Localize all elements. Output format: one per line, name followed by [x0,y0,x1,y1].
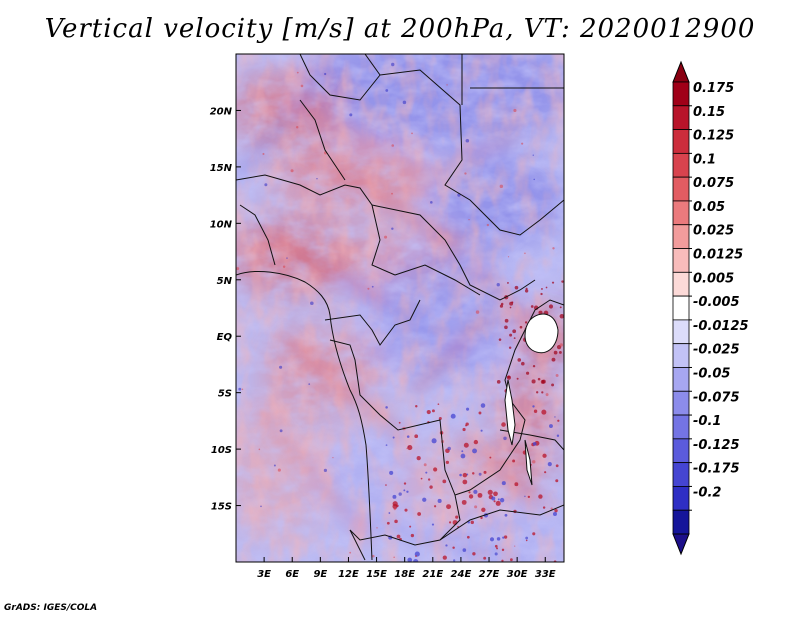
colorbar-extend-bottom [672,533,690,556]
x-tick-label: 18E [394,569,415,580]
colorbar-swatch [672,176,690,202]
x-tick-label: 21E [422,569,443,580]
colorbar-swatch [672,105,690,130]
colorbar-swatch [672,295,690,321]
colorbar-label: 0.025 [693,224,734,239]
colorbar-swatch [672,462,690,487]
colorbar-label: -0.005 [693,295,740,310]
x-tick-label: 3E [257,569,271,580]
colorbar-label: 0.15 [693,105,725,120]
colorbar-swatch [672,129,690,154]
colorbar-swatch [672,200,690,226]
colorbar: 0.175 0.15 0.125 0.1 0.075 0.05 0.025 0.0125 0.0… [672,60,749,556]
colorbar-label: -0.2 [693,485,721,500]
x-tick-label: 30E [507,569,528,580]
colorbar-label: -0.0125 [693,319,749,334]
colorbar-label: -0.125 [693,438,740,453]
colorbar-swatch [672,486,690,511]
colorbar-swatch [672,81,690,107]
x-tick-label: 12E [338,569,359,580]
colorbar-swatch [672,343,690,368]
colorbar-swatch [672,224,690,249]
colorbar-label: -0.075 [693,390,740,405]
colorbar-swatch [672,509,690,535]
colorbar-swatch [672,248,690,273]
colorbar-label: 0.0125 [693,248,743,263]
colorbar-label: -0.175 [693,462,740,477]
x-tick-label: 9E [313,569,327,580]
y-tick-label: 20N [210,106,233,117]
x-axis: 3E 6E 9E 12E 15E 18E 21E 24E 27E 30E 33E [257,557,556,580]
colorbar-swatch [672,367,690,392]
x-tick-label: 27E [479,569,500,580]
y-axis: 20N 15N 10N 5N EQ 5S 10S 15S [210,106,241,513]
y-tick-label: 10S [211,445,232,456]
colorbar-label: 0.05 [693,200,725,215]
x-tick-label: 15E [366,569,387,580]
colorbar-label: -0.05 [693,366,730,381]
colorbar-label: 0.1 [693,152,716,167]
y-tick-label: 5S [218,389,232,400]
colorbar-extend-top [672,60,690,83]
vertical-velocity-field [236,54,564,562]
x-tick-label: 6E [285,569,299,580]
chart-title: Vertical velocity [m/s] at 200hPa, VT: 2… [44,14,756,44]
y-tick-label: 15N [210,163,233,174]
colorbar-label: 0.005 [693,271,734,286]
colorbar-swatch [672,319,690,345]
colorbar-label: 0.125 [693,129,734,144]
y-tick-label: EQ [217,332,233,343]
colorbar-label: 0.075 [693,176,734,191]
y-tick-label: 5N [217,276,233,287]
colorbar-label: -0.025 [693,343,740,358]
x-tick-label: 33E [535,569,556,580]
colorbar-swatch [672,271,690,297]
colorbar-label: -0.1 [693,414,721,429]
x-tick-label: 24E [451,569,472,580]
lake-outlines [504,313,559,486]
colorbar-label: 0.175 [693,81,734,96]
colorbar-swatch [672,414,690,440]
grads-credit: GrADS: IGES/COLA [4,603,98,613]
y-tick-label: 10N [210,219,233,230]
colorbar-swatch [672,438,690,464]
map-frame [235,53,565,563]
colorbar-swatch [672,152,690,178]
colorbar-swatch [672,390,690,416]
y-tick-label: 15S [211,502,232,513]
